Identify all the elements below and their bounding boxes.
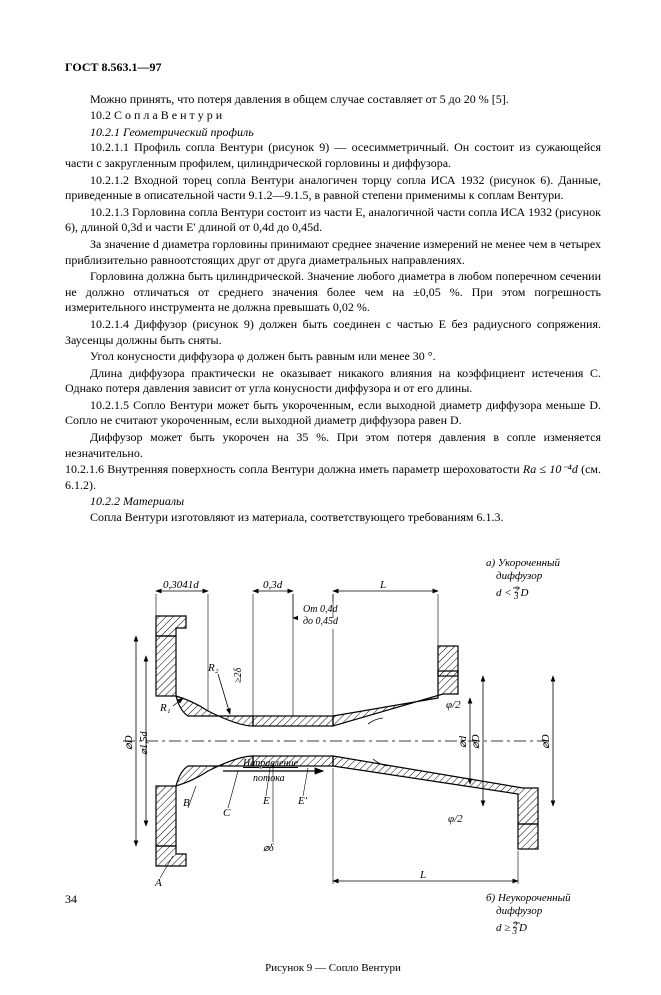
label-angle-2delta: ≥2δ bbox=[233, 667, 244, 682]
para-cylindrical: Горловина должна быть цилиндрической. Зн… bbox=[65, 269, 601, 316]
label-phiD-right: ⌀D bbox=[540, 734, 552, 749]
label-bot-c: d ≥ 23D bbox=[496, 920, 527, 936]
label-B: B bbox=[183, 797, 190, 809]
label-phi-delta: ⌀δ bbox=[263, 843, 274, 854]
figure-container: 0,3041d 0,3d L От 0,4d до 0,45d R₁ R₂ bbox=[65, 546, 601, 975]
label-C: C bbox=[223, 807, 231, 819]
label-phiD-left: ⌀D bbox=[123, 735, 135, 750]
para-cone-angle: Угол конусности диффузора φ должен быть … bbox=[65, 349, 601, 365]
para-10-2-1-4: 10.2.1.4 Диффузор (рисунок 9) должен быт… bbox=[65, 317, 601, 348]
label-bot-b: диффузор bbox=[496, 905, 543, 917]
venturi-nozzle-diagram: 0,3041d 0,3d L От 0,4d до 0,45d R₁ R₂ bbox=[88, 546, 578, 936]
page-number: 34 bbox=[65, 892, 77, 908]
label-phid-mid: ⌀d bbox=[457, 735, 469, 748]
label-top-c: d < 23D bbox=[496, 585, 528, 601]
figure-caption: Рисунок 9 — Сопло Вентури bbox=[65, 961, 601, 975]
section-10-2-1: 10.2.1 Геометрический профиль bbox=[65, 125, 601, 141]
page-container: ГОСТ 8.563.1—97 Можно принять, что потер… bbox=[0, 0, 661, 995]
roughness-prefix: 10.2.1.6 Внутренняя поверхность сопла Ве… bbox=[65, 462, 523, 476]
dim-L-top: L bbox=[379, 579, 386, 591]
label-phi2-bot: φ/2 bbox=[448, 813, 463, 825]
label-R2: R₂ bbox=[207, 662, 219, 674]
gost-header: ГОСТ 8.563.1—97 bbox=[65, 60, 601, 76]
label-flow-1: Направление bbox=[242, 758, 299, 769]
label-top-a: а) Укороченный bbox=[486, 557, 560, 569]
para-10-2-1-6: 10.2.1.6 Внутренняя поверхность сопла Ве… bbox=[65, 462, 601, 493]
label-phiD-mid: ⌀D bbox=[470, 734, 482, 749]
para-d-diameter: За значение d диаметра горловины принима… bbox=[65, 237, 601, 268]
label-R1: R₁ bbox=[159, 702, 171, 714]
para-10-2-1-5: 10.2.1.5 Сопло Вентури может быть укороч… bbox=[65, 398, 601, 429]
label-top-b: диффузор bbox=[496, 570, 543, 582]
dim-L-bot: L bbox=[419, 869, 426, 881]
para-10-2-1-1: 10.2.1.1 Профиль сопла Вентури (рисунок … bbox=[65, 140, 601, 171]
para-10-2-1-2: 10.2.1.2 Входной торец сопла Вентури ана… bbox=[65, 173, 601, 204]
label-E: E bbox=[262, 795, 270, 807]
para-diffuser-len: Длина диффузора практически не оказывает… bbox=[65, 366, 601, 397]
dim-0-3041d: 0,3041d bbox=[163, 579, 199, 591]
para-materials: Сопла Вентури изготовляют из материала, … bbox=[65, 510, 601, 526]
section-10-2: 10.2 С о п л а В е н т у р и bbox=[65, 108, 601, 124]
label-bot-a: б) Неукороченный bbox=[486, 892, 571, 904]
dim-0-3d: 0,3d bbox=[263, 579, 283, 591]
para-shorten: Диффузор может быть укорочен на 35 %. Пр… bbox=[65, 430, 601, 461]
dim-0-45d: до 0,45d bbox=[303, 616, 339, 627]
para-intro: Можно принять, что потеря давления в общ… bbox=[65, 92, 601, 108]
section-10-2-2: 10.2.2 Материалы bbox=[65, 494, 601, 510]
para-10-2-1-3: 10.2.1.3 Горловина сопла Вентури состоит… bbox=[65, 205, 601, 236]
label-Ep: E' bbox=[297, 795, 308, 807]
label-phi2-top: φ/2 bbox=[446, 699, 461, 711]
label-phi15d: ⌀1,5d bbox=[139, 730, 150, 755]
roughness-formula: Ra ≤ 10⁻⁴d bbox=[523, 462, 578, 476]
label-A: A bbox=[154, 877, 162, 889]
